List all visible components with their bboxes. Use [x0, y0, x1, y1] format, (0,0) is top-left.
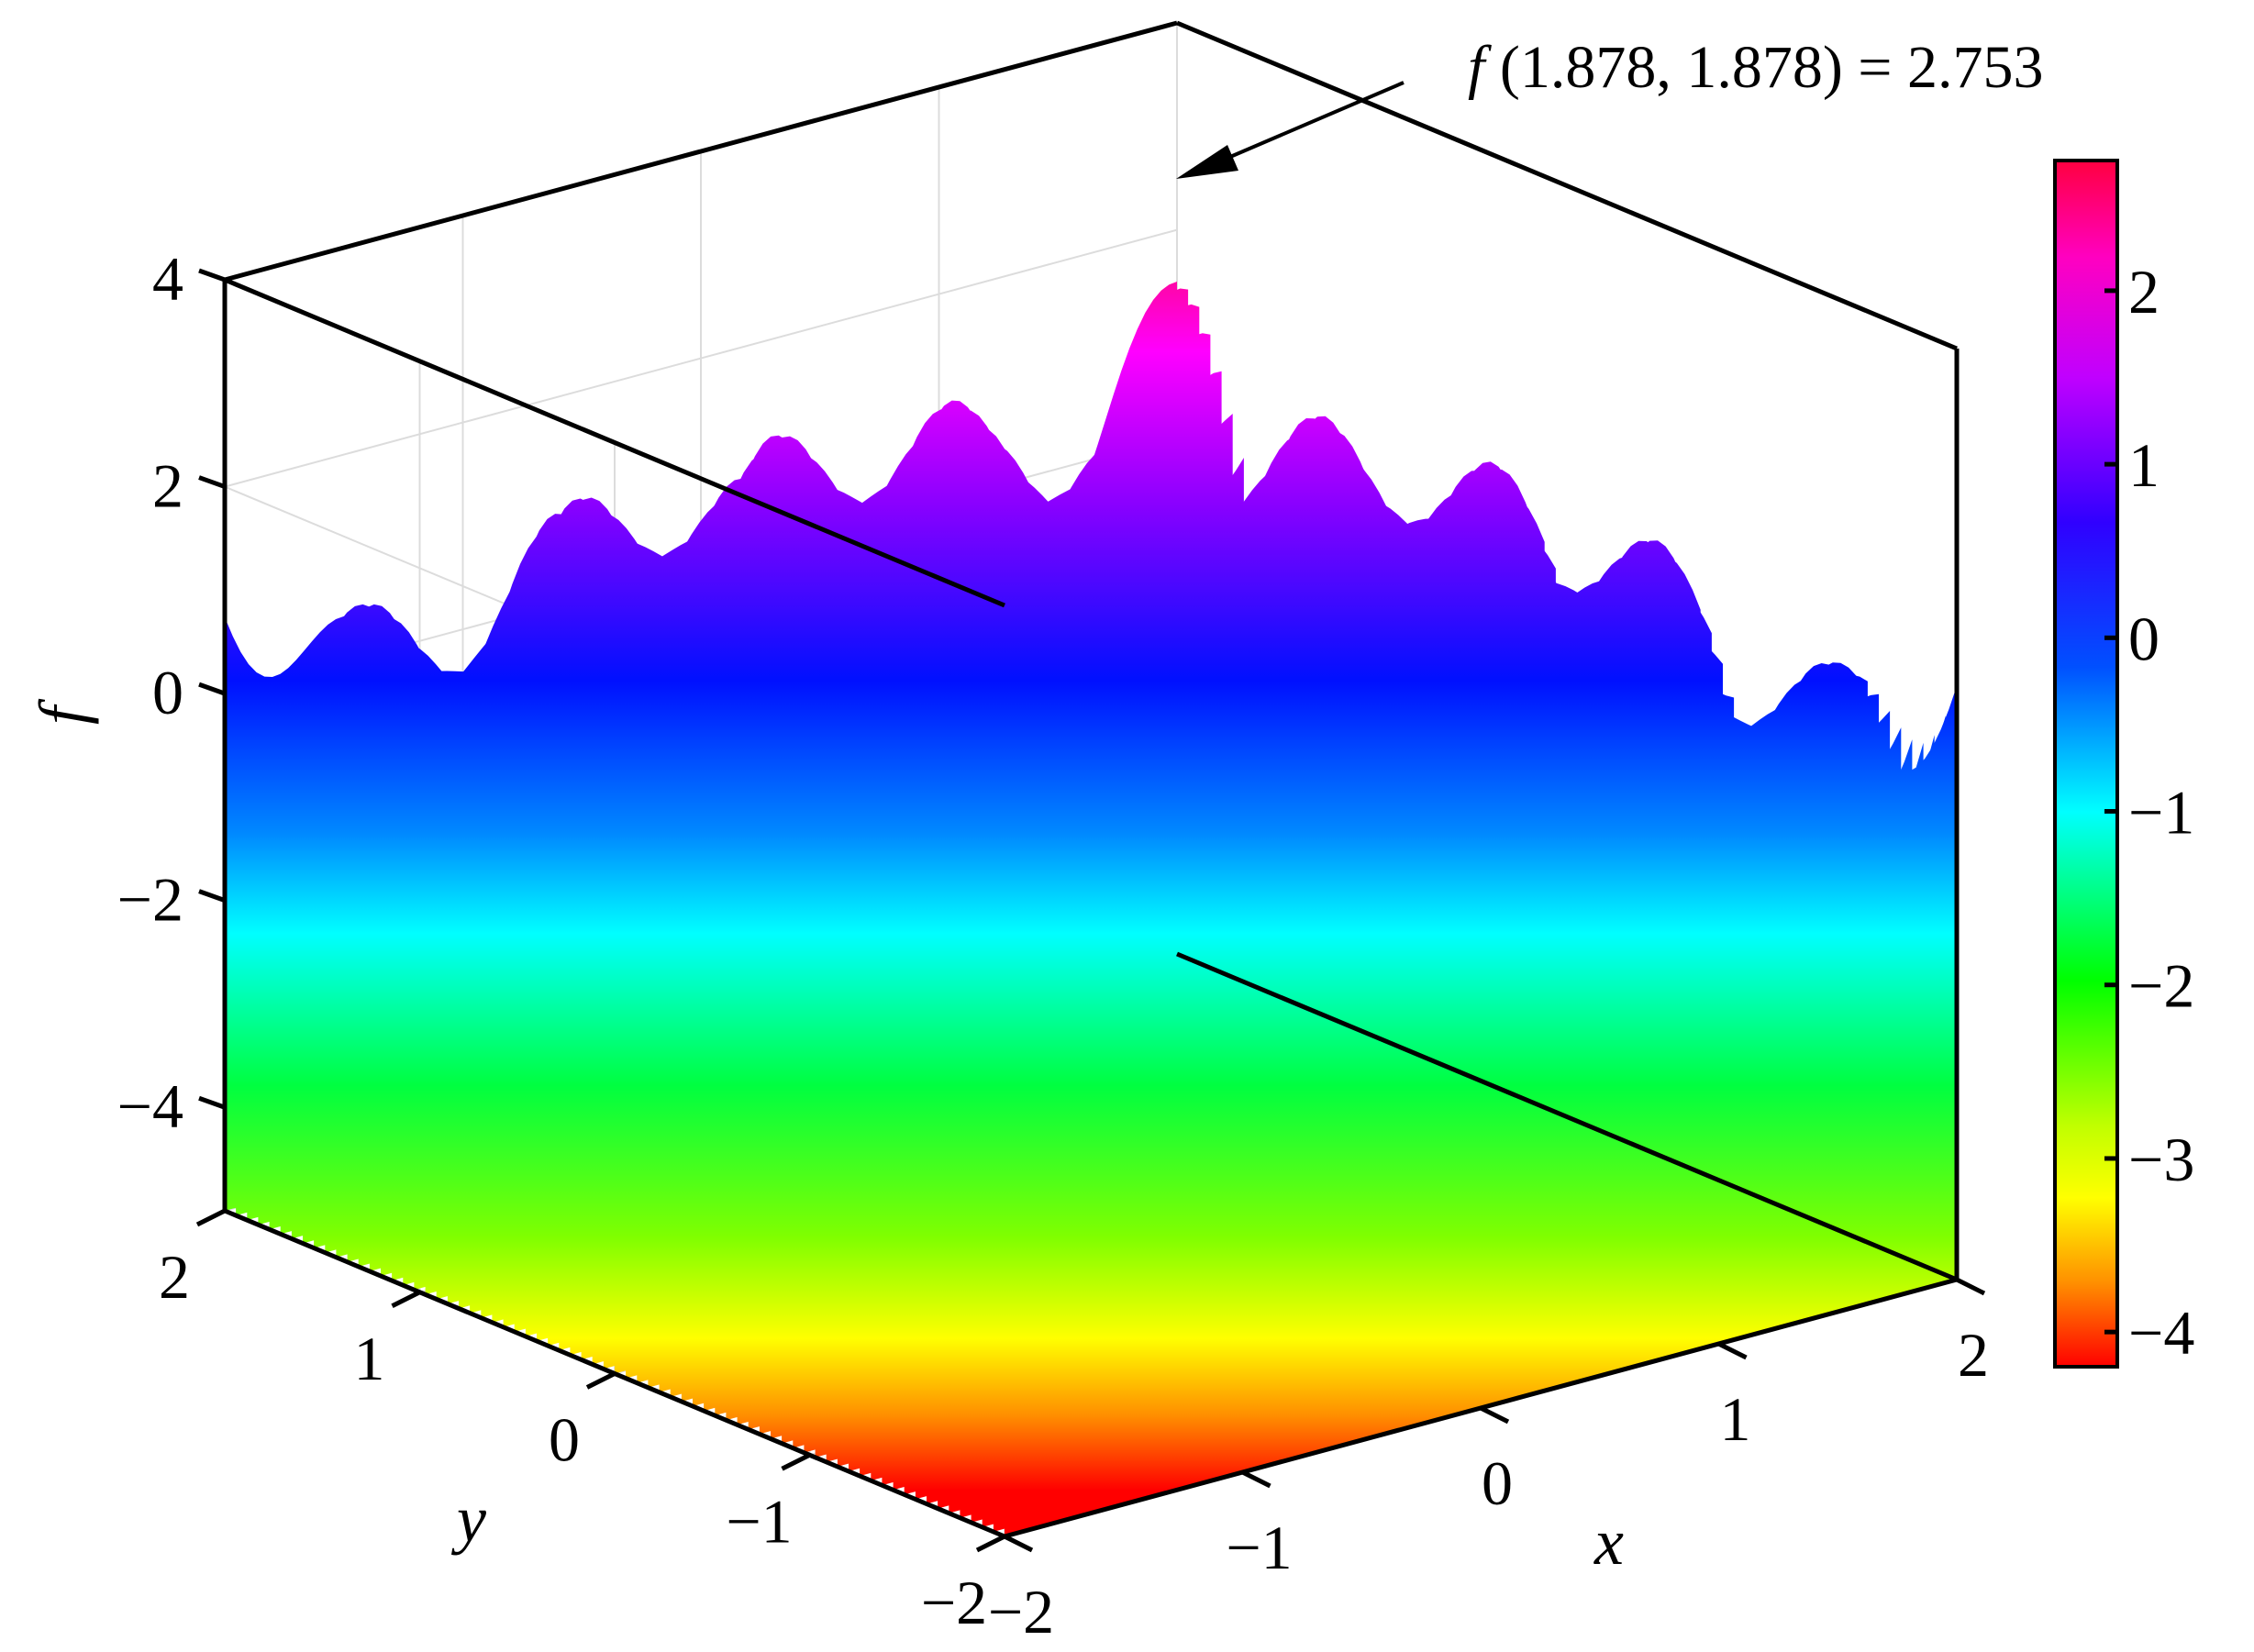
x-tick-label: −1 [1226, 1513, 1292, 1582]
x-tick [1479, 1405, 1510, 1425]
x-tick-label: 2 [1958, 1320, 1989, 1390]
annotation-value: (1.878, 1.878) = 2.753 [1484, 34, 2043, 101]
z-tick-label: 4 [152, 244, 183, 314]
annotation-label: f (1.878, 1.878) = 2.753 [1468, 34, 2044, 101]
z-tick [198, 1095, 226, 1110]
y-axis-label: y [450, 1482, 486, 1556]
y-tick-label: −1 [726, 1486, 792, 1556]
z-tick [198, 889, 226, 904]
box-edge [224, 20, 1178, 283]
z-tick [198, 475, 226, 489]
z-tick [198, 682, 226, 696]
y-tick [975, 1534, 1006, 1553]
colorbar: −4 −3 −2 −1 0 1 2 [2053, 159, 2194, 1369]
z-tick-label: 0 [152, 658, 183, 727]
x-tick-label: −2 [988, 1577, 1054, 1646]
surface [225, 282, 1957, 1536]
colorbar-tick-label: −3 [2128, 1125, 2194, 1194]
x-tick [1003, 1534, 1034, 1553]
max-annotation: f (1.878, 1.878) = 2.753 [1176, 34, 2044, 179]
colorbar-tick-label: 2 [2128, 257, 2160, 327]
colorbar-ticks: −4 −3 −2 −1 0 1 2 [2104, 257, 2194, 1368]
z-tick-label: 2 [152, 451, 183, 521]
x-tick [1717, 1341, 1748, 1360]
annotation-arrow [1210, 81, 1405, 167]
colorbar-gradient [2053, 159, 2119, 1369]
x-tick [1955, 1277, 1986, 1296]
annotation-arrowhead [1176, 145, 1238, 179]
y-tick-label: −2 [921, 1568, 987, 1637]
colorbar-tick-label: 0 [2128, 604, 2160, 673]
x-tick-label: 1 [1720, 1384, 1751, 1454]
surface-strip [1005, 685, 1957, 1536]
y-tick [781, 1453, 811, 1471]
colorbar-tick-label: 1 [2128, 430, 2160, 500]
box-edge [1176, 951, 1958, 1282]
axes-box [222, 20, 1960, 1539]
z-axis-label: f [26, 698, 99, 725]
axis-ticks: −2 −1 0 1 2 −2 −1 0 1 2 −4 −2 0 2 4 [117, 244, 1989, 1646]
y-tick [585, 1371, 616, 1390]
x-axis-label: x [1593, 1505, 1624, 1579]
colorbar-tick-label: −2 [2128, 951, 2194, 1021]
x-tick [1241, 1469, 1271, 1489]
box-edge [1176, 20, 1958, 351]
y-tick [391, 1290, 421, 1308]
z-tick-label: −4 [117, 1071, 183, 1141]
y-tick-label: 0 [549, 1405, 580, 1475]
y-tick-label: 2 [159, 1242, 190, 1312]
y-tick-label: 1 [354, 1324, 385, 1393]
x-tick-label: 0 [1482, 1448, 1513, 1518]
colorbar-tick-label: −1 [2128, 778, 2194, 848]
z-tick [198, 268, 226, 283]
colorbar-tick-label: −4 [2128, 1298, 2194, 1368]
box-edge [224, 277, 1005, 608]
y-tick [195, 1208, 227, 1227]
z-tick-label: −2 [117, 865, 183, 935]
